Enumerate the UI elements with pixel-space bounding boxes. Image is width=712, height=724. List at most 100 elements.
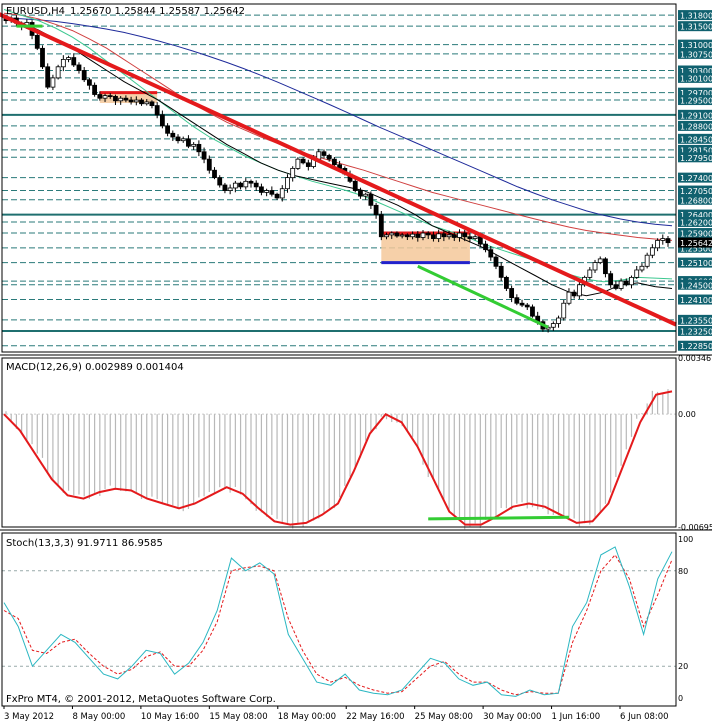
price-tick-label: 1.29100 xyxy=(680,111,712,120)
candle-body xyxy=(87,79,92,86)
candle-body xyxy=(149,101,155,106)
candle-body xyxy=(76,64,82,71)
candle-body xyxy=(212,169,217,179)
candle-body xyxy=(368,193,374,206)
price-tick-label: 1.25900 xyxy=(680,230,712,239)
stoch-main-line xyxy=(3,546,673,697)
macd-series: 0.00346 0.00 -0.00695 xyxy=(2,354,712,532)
macd-tick-label: 0.00346 xyxy=(678,354,711,363)
price-tick-label: 1.26400 xyxy=(680,211,712,220)
stoch-tick-label: 80 xyxy=(678,567,688,576)
candle-body xyxy=(608,273,614,286)
candle-body xyxy=(253,182,259,188)
symbol-label: EURUSD,H4 xyxy=(6,6,65,17)
candle-body xyxy=(472,236,478,239)
time-tick-label: 8 May 00:00 xyxy=(72,712,125,722)
candle-body xyxy=(191,143,197,147)
price-tick-label: 1.25500 xyxy=(680,244,712,253)
candle-body xyxy=(71,57,77,66)
candle-body xyxy=(259,186,264,193)
price-tag-bg xyxy=(678,87,712,98)
price-tag-bg xyxy=(678,185,712,196)
candle-body xyxy=(655,240,660,249)
candle-body xyxy=(399,234,405,237)
candle-body xyxy=(300,158,306,164)
candle-body xyxy=(139,99,144,105)
price-tick-label: 1.28150 xyxy=(680,146,712,155)
consolidation-box xyxy=(381,233,470,263)
candle-body xyxy=(40,47,45,68)
candle-body xyxy=(154,105,160,116)
candle-body xyxy=(550,323,556,328)
price-tick-label: 1.31500 xyxy=(680,23,712,32)
price-tag-bg xyxy=(678,109,712,120)
price-tag-bg xyxy=(678,152,712,163)
candle-body xyxy=(175,136,181,142)
price-tick-label: 1.27400 xyxy=(680,174,712,183)
current-price-tag xyxy=(678,237,712,248)
time-tick-label: 25 May 08:00 xyxy=(415,712,473,722)
macd-panel[interactable]: 0.00346 0.00 -0.00695 MACD(12,26,9) 0.0029… xyxy=(2,354,712,532)
price-frame xyxy=(1,3,677,353)
time-tick-label: 6 Jun 08:00 xyxy=(620,712,669,722)
price-tag-bg xyxy=(678,120,712,131)
divergence-line xyxy=(417,264,549,329)
candle-body xyxy=(222,184,228,191)
price-tick-label: 1.23550 xyxy=(680,316,712,325)
stoch-frame xyxy=(1,532,677,707)
candle-body xyxy=(587,269,593,278)
price-tag-bg xyxy=(678,95,712,106)
time-tick-label: 22 May 16:00 xyxy=(346,712,404,722)
time-tick-label: 3 May 2012 xyxy=(4,712,54,722)
candle-body xyxy=(243,180,249,188)
consolidation-boxes xyxy=(99,91,470,265)
stoch-tick-label: 20 xyxy=(678,662,688,671)
price-tag-bg xyxy=(678,325,712,336)
candle-body xyxy=(248,180,254,184)
candle-body xyxy=(269,190,275,195)
price-tag-bg xyxy=(678,39,712,50)
downtrend-line xyxy=(0,12,677,327)
price-tick-label: 1.26800 xyxy=(680,196,712,205)
candle-body xyxy=(431,234,436,239)
candle-body xyxy=(457,232,462,238)
price-tag-bg xyxy=(678,257,712,268)
candle-body xyxy=(415,233,421,238)
candle-body xyxy=(264,190,270,193)
price-tick-label: 1.26200 xyxy=(680,218,712,227)
candle-body xyxy=(55,66,61,79)
price-tick-label: 1.25100 xyxy=(680,259,712,268)
candle-body xyxy=(389,232,395,236)
candle-body xyxy=(201,151,207,160)
candle-body xyxy=(613,284,619,289)
candle-body xyxy=(629,276,634,286)
time-tick-label: 1 Jun 16:00 xyxy=(552,712,601,722)
candle-body xyxy=(180,138,186,142)
candle-body xyxy=(623,280,629,286)
ma-line-blue xyxy=(3,17,673,227)
candle-body xyxy=(493,256,499,267)
candle-body xyxy=(477,236,483,245)
time-axis: 3 May 2012 8 May 00:00 10 May 16:00 15 May … xyxy=(3,706,669,722)
stochastic-series: 100 80 20 0 xyxy=(2,535,693,703)
candle-body xyxy=(290,167,296,179)
trendlines xyxy=(0,12,677,329)
candle-body xyxy=(305,162,311,167)
price-tick-label: 1.31800 xyxy=(680,12,712,21)
candle-body xyxy=(665,238,671,244)
price-tick-label: 1.30100 xyxy=(680,74,712,83)
candle-body xyxy=(441,233,447,238)
candle-body xyxy=(571,291,577,297)
copyright-label: FxPro MT4, © 2001-2012, MetaQuotes Softw… xyxy=(6,694,276,705)
candle-body xyxy=(50,77,56,88)
price-tag-bg xyxy=(678,242,712,253)
stochastic-panel[interactable]: 100 80 20 0 Stoch(13,3,3) 91.9711 86.9585 F… xyxy=(2,535,693,705)
stoch-tick-label: 0 xyxy=(678,694,683,703)
candle-body xyxy=(410,233,415,238)
candle-body xyxy=(425,232,431,236)
candle-body xyxy=(394,232,400,237)
candle-body xyxy=(519,302,525,306)
